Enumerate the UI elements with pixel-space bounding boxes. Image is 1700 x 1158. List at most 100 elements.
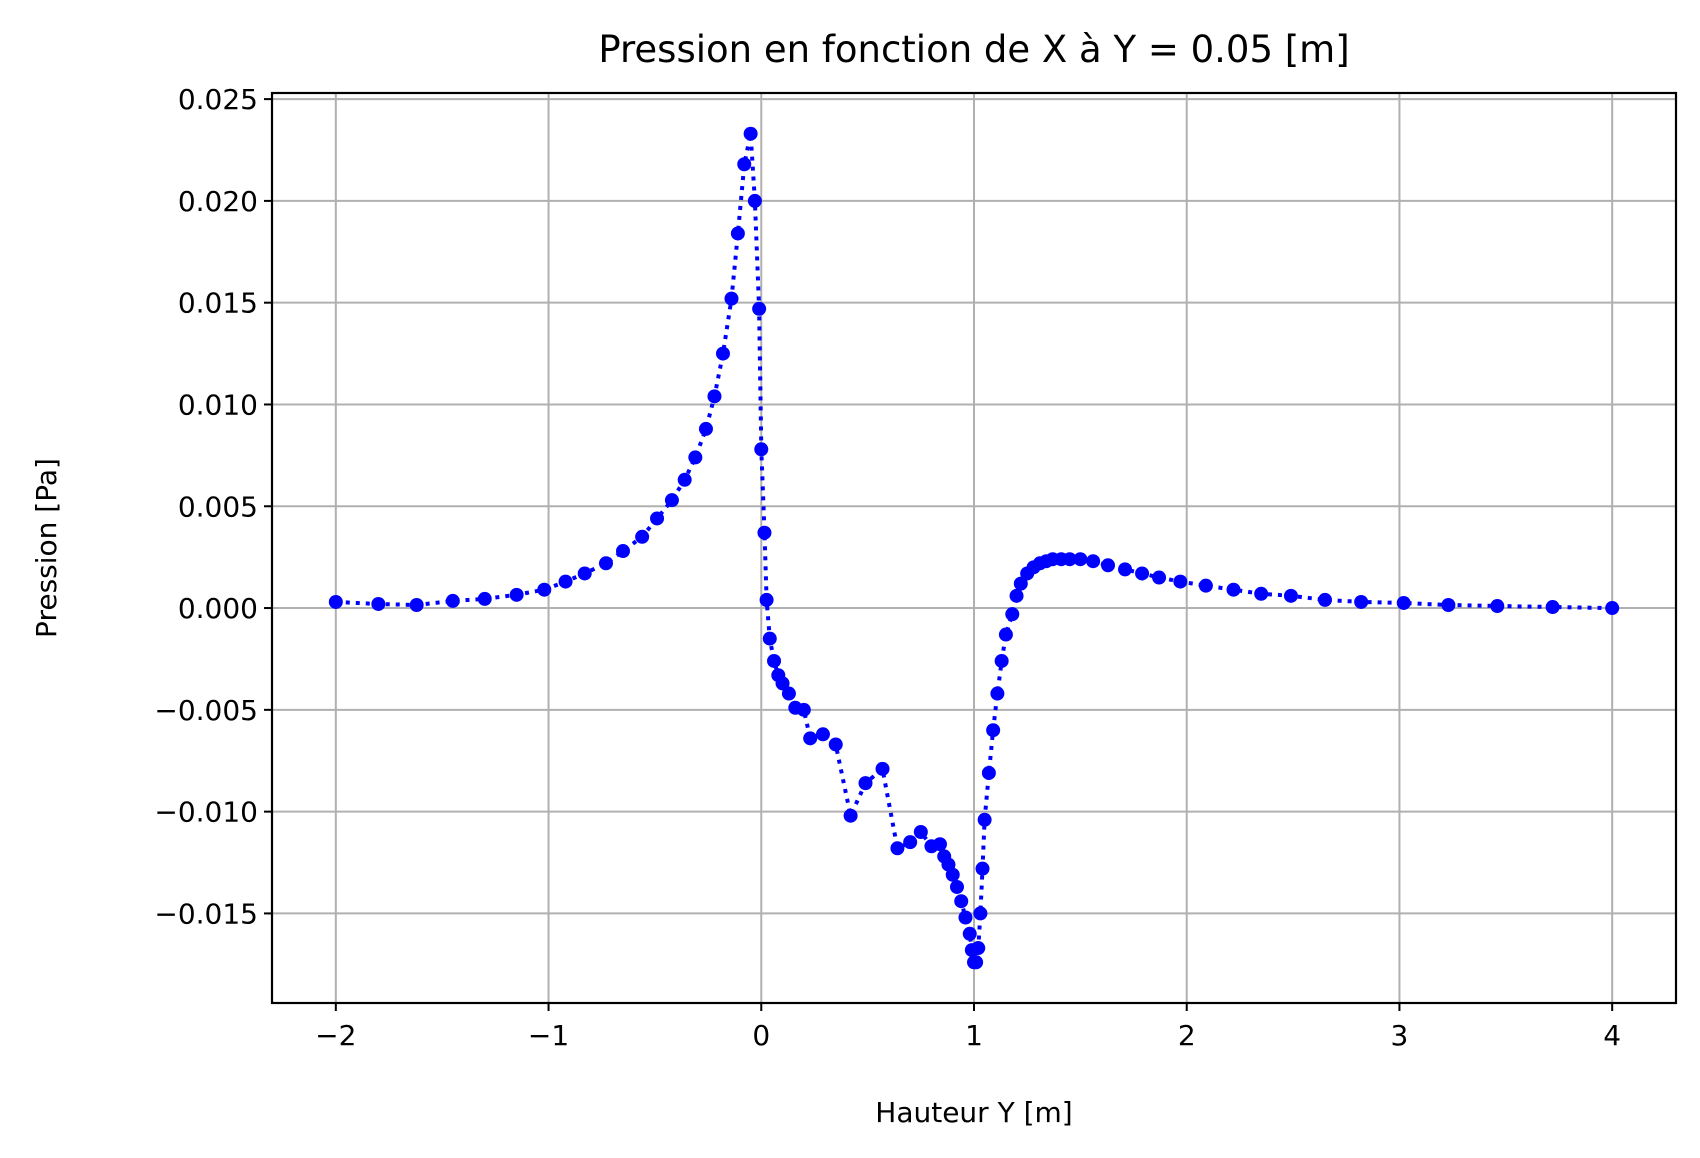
x-axis-label: Hauteur Y [m]	[875, 1096, 1072, 1129]
data-point	[1009, 588, 1024, 603]
data-point	[1545, 600, 1560, 615]
y-tick-label: 0.015	[178, 287, 258, 320]
data-point	[1605, 601, 1620, 616]
data-point	[737, 157, 752, 172]
data-point	[858, 776, 873, 791]
data-point	[698, 421, 713, 436]
data-point	[949, 879, 964, 894]
data-point	[986, 723, 1001, 738]
data-point	[1013, 576, 1028, 591]
data-point	[537, 582, 552, 597]
data-point	[445, 593, 460, 608]
data-point	[688, 450, 703, 465]
data-point	[1490, 599, 1505, 614]
data-point	[1226, 582, 1241, 597]
data-point	[1198, 578, 1213, 593]
data-point	[1318, 592, 1332, 607]
data-point	[975, 861, 990, 876]
y-axis-label: Pression [Pa]	[30, 458, 63, 638]
data-point	[616, 544, 630, 559]
data-point	[843, 808, 858, 823]
data-point	[1441, 598, 1456, 613]
data-point	[577, 566, 592, 581]
data-point	[730, 226, 745, 241]
data-point	[747, 193, 762, 208]
data-point	[913, 824, 928, 839]
data-point	[875, 761, 890, 776]
data-point	[1135, 566, 1150, 581]
data-point	[1062, 552, 1077, 567]
y-tick-label: −0.010	[154, 796, 258, 829]
data-point	[994, 653, 1009, 668]
x-tick-label: 2	[1178, 1019, 1196, 1052]
data-point	[969, 955, 984, 970]
data-point	[1073, 552, 1088, 567]
data-point	[1086, 554, 1101, 569]
data-point	[558, 574, 573, 589]
data-point	[767, 653, 782, 668]
data-point	[509, 587, 524, 602]
data-point	[1118, 562, 1133, 577]
data-point	[371, 596, 386, 611]
data-point	[762, 631, 777, 646]
data-point	[945, 867, 960, 882]
axis-ticks: −2 −1 0 1 2 3 4 −0.015 −0.010 −0.005 0.000 0.005 0.0…	[154, 83, 1621, 1052]
data-point	[1396, 595, 1411, 610]
chart-title: Pression en fonction de X à Y = 0.05 [m]	[598, 28, 1349, 71]
data-point	[977, 812, 992, 827]
data-point	[990, 686, 1005, 701]
data-point	[903, 835, 918, 850]
data-point	[775, 676, 790, 691]
y-tick-label: −0.005	[154, 694, 258, 727]
data-point	[754, 442, 769, 457]
data-point	[477, 591, 492, 606]
x-tick-label: 4	[1603, 1019, 1621, 1052]
x-tick-label: −2	[315, 1019, 356, 1052]
x-tick-label: 1	[965, 1019, 983, 1052]
data-point	[757, 525, 772, 540]
y-tick-label: 0.025	[178, 83, 258, 116]
grid	[272, 93, 1676, 1003]
data-point	[1005, 607, 1020, 622]
data-point	[1254, 586, 1269, 601]
data-point	[743, 126, 758, 141]
x-tick-label: 3	[1391, 1019, 1409, 1052]
x-tick-label: −1	[528, 1019, 569, 1052]
y-tick-label: 0.005	[178, 490, 258, 523]
data-point	[803, 731, 818, 746]
data-point	[958, 910, 973, 925]
data-point	[973, 906, 988, 921]
data-point	[328, 594, 343, 609]
data-point	[1173, 574, 1188, 589]
data-point	[954, 894, 969, 909]
data-point	[1283, 588, 1298, 603]
data-point	[971, 941, 986, 956]
data-point	[677, 472, 692, 487]
y-tick-label: 0.000	[178, 592, 258, 625]
data-point	[932, 837, 947, 852]
data-point	[815, 727, 830, 742]
data-point	[1354, 594, 1369, 609]
data-point	[998, 627, 1013, 642]
data-point	[664, 493, 679, 508]
y-tick-label: 0.010	[178, 388, 258, 421]
data-point	[828, 737, 843, 752]
data-point	[715, 346, 730, 361]
data-point	[724, 291, 739, 306]
data-point	[796, 702, 811, 717]
data-point	[752, 301, 767, 316]
data-point	[650, 511, 665, 526]
data-point	[962, 926, 977, 941]
y-tick-label: −0.015	[154, 897, 258, 930]
data-point	[890, 841, 905, 856]
data-point	[409, 598, 424, 613]
data-point	[759, 592, 774, 607]
data-point	[598, 556, 613, 571]
data-point	[781, 686, 796, 701]
data-point	[1101, 558, 1116, 573]
data-point	[981, 765, 996, 780]
data-point	[635, 529, 650, 544]
y-tick-label: 0.020	[178, 185, 258, 218]
